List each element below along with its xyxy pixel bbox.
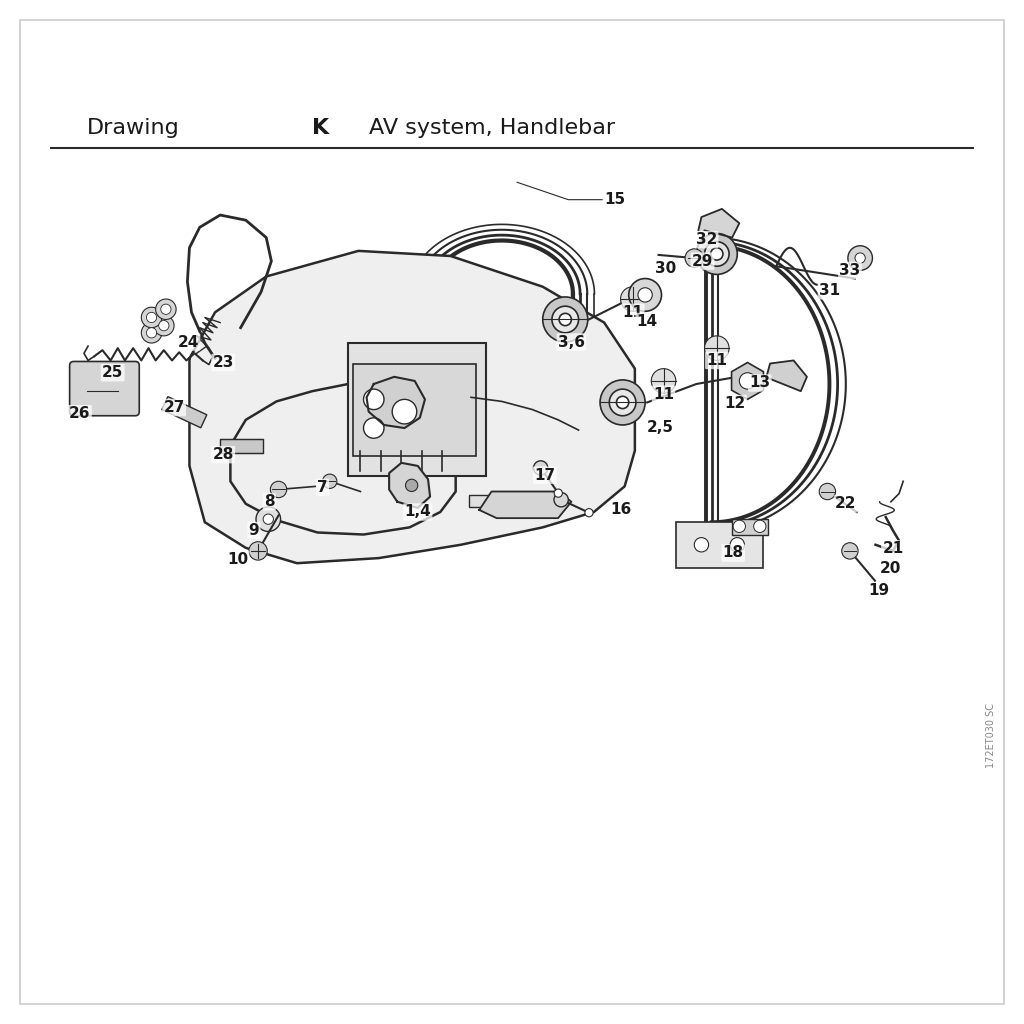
Text: 26: 26 bbox=[70, 407, 90, 421]
Text: 13: 13 bbox=[750, 376, 770, 390]
Circle shape bbox=[855, 253, 865, 263]
Circle shape bbox=[638, 288, 652, 302]
Circle shape bbox=[249, 542, 267, 560]
Circle shape bbox=[730, 538, 744, 552]
Polygon shape bbox=[731, 362, 764, 399]
Text: 8: 8 bbox=[264, 495, 274, 509]
Circle shape bbox=[406, 479, 418, 492]
Text: 2,5: 2,5 bbox=[647, 420, 674, 434]
Text: 11: 11 bbox=[653, 387, 674, 401]
Circle shape bbox=[621, 287, 645, 311]
Circle shape bbox=[600, 380, 645, 425]
Circle shape bbox=[696, 233, 737, 274]
Text: AV system, Handlebar: AV system, Handlebar bbox=[369, 118, 614, 138]
Circle shape bbox=[554, 489, 562, 498]
Circle shape bbox=[141, 307, 162, 328]
Circle shape bbox=[705, 242, 729, 266]
Text: 11: 11 bbox=[623, 305, 643, 319]
Circle shape bbox=[629, 279, 662, 311]
Polygon shape bbox=[189, 251, 635, 563]
Text: K: K bbox=[312, 118, 330, 138]
Circle shape bbox=[256, 507, 281, 531]
Bar bbox=[732, 519, 768, 535]
Circle shape bbox=[534, 461, 548, 475]
Text: 21: 21 bbox=[883, 542, 903, 556]
Circle shape bbox=[754, 520, 766, 532]
Text: 17: 17 bbox=[535, 468, 555, 482]
Text: 11: 11 bbox=[707, 353, 727, 368]
Text: 28: 28 bbox=[213, 447, 233, 462]
Text: 12: 12 bbox=[725, 396, 745, 411]
Circle shape bbox=[739, 373, 756, 389]
Circle shape bbox=[270, 481, 287, 498]
Text: 32: 32 bbox=[696, 232, 717, 247]
Text: 9: 9 bbox=[249, 523, 259, 538]
Circle shape bbox=[616, 396, 629, 409]
Text: 24: 24 bbox=[178, 335, 199, 349]
Circle shape bbox=[848, 246, 872, 270]
Text: Drawing: Drawing bbox=[87, 118, 180, 138]
Text: 22: 22 bbox=[836, 497, 856, 511]
Circle shape bbox=[161, 304, 171, 314]
Circle shape bbox=[146, 312, 157, 323]
Text: 14: 14 bbox=[637, 314, 657, 329]
Circle shape bbox=[141, 323, 162, 343]
Polygon shape bbox=[479, 492, 571, 518]
Polygon shape bbox=[389, 463, 430, 508]
Text: 172ET030 SC: 172ET030 SC bbox=[986, 703, 996, 768]
Circle shape bbox=[146, 328, 157, 338]
Circle shape bbox=[585, 509, 593, 517]
Bar bbox=[469, 495, 494, 507]
Circle shape bbox=[609, 389, 636, 416]
Text: 33: 33 bbox=[840, 263, 860, 278]
Bar bbox=[220, 439, 263, 453]
Text: 25: 25 bbox=[102, 366, 123, 380]
Text: 16: 16 bbox=[610, 503, 631, 517]
Bar bbox=[353, 364, 476, 456]
Text: 10: 10 bbox=[227, 552, 248, 566]
Circle shape bbox=[733, 520, 745, 532]
Circle shape bbox=[554, 493, 568, 507]
Text: 15: 15 bbox=[604, 193, 626, 207]
Text: 29: 29 bbox=[692, 254, 713, 268]
Text: 30: 30 bbox=[655, 261, 676, 275]
Bar bbox=[676, 522, 763, 568]
Circle shape bbox=[392, 399, 417, 424]
Text: 20: 20 bbox=[881, 561, 901, 575]
Text: 3,6: 3,6 bbox=[558, 335, 585, 349]
Circle shape bbox=[842, 543, 858, 559]
Circle shape bbox=[651, 369, 676, 393]
Circle shape bbox=[263, 514, 273, 524]
Circle shape bbox=[711, 248, 723, 260]
Circle shape bbox=[323, 474, 337, 488]
FancyBboxPatch shape bbox=[70, 361, 139, 416]
Circle shape bbox=[154, 315, 174, 336]
Circle shape bbox=[819, 483, 836, 500]
Text: 19: 19 bbox=[868, 584, 889, 598]
Circle shape bbox=[559, 313, 571, 326]
Circle shape bbox=[552, 306, 579, 333]
Circle shape bbox=[159, 321, 169, 331]
Bar bbox=[510, 495, 535, 507]
Bar bbox=[162, 396, 207, 428]
Circle shape bbox=[694, 538, 709, 552]
Circle shape bbox=[705, 336, 729, 360]
Text: 18: 18 bbox=[723, 546, 743, 560]
Text: 27: 27 bbox=[164, 400, 184, 415]
Circle shape bbox=[156, 299, 176, 319]
Circle shape bbox=[685, 249, 703, 267]
Polygon shape bbox=[367, 377, 425, 428]
Polygon shape bbox=[766, 360, 807, 391]
Polygon shape bbox=[698, 209, 739, 238]
Bar bbox=[348, 343, 486, 476]
Circle shape bbox=[543, 297, 588, 342]
Text: 7: 7 bbox=[317, 480, 328, 495]
Circle shape bbox=[364, 418, 384, 438]
Text: 1,4: 1,4 bbox=[404, 505, 431, 519]
Circle shape bbox=[364, 389, 384, 410]
Text: 23: 23 bbox=[213, 355, 233, 370]
Text: 31: 31 bbox=[819, 284, 840, 298]
